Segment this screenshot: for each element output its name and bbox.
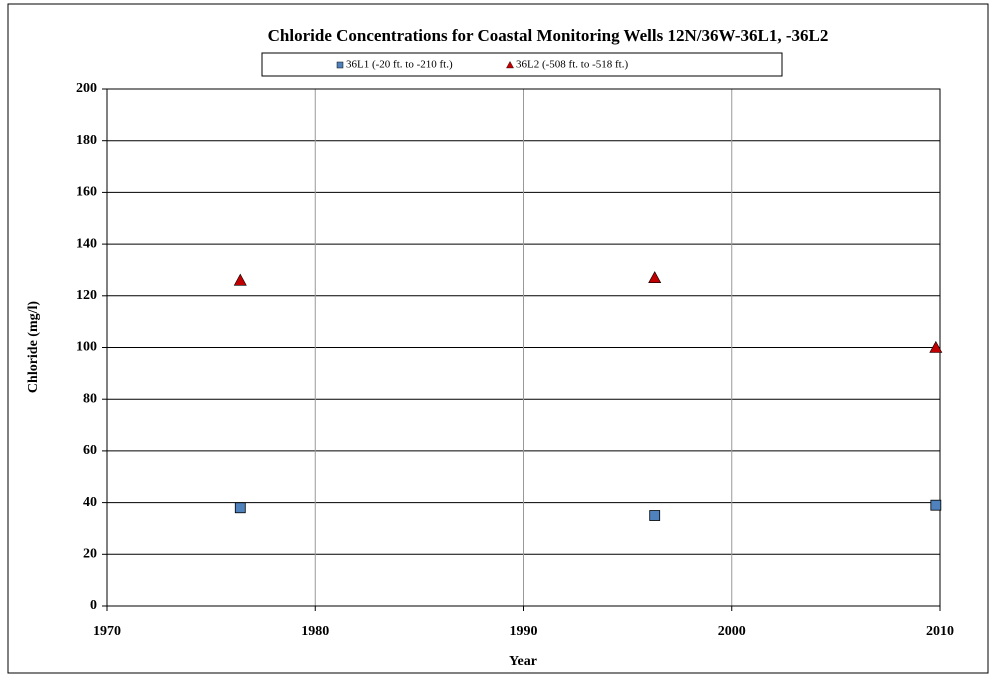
legend-marker bbox=[506, 61, 514, 69]
point bbox=[930, 499, 942, 511]
point bbox=[234, 502, 246, 514]
x-axis-label: Year bbox=[509, 654, 537, 669]
x-tick-label: 2000 bbox=[718, 624, 746, 639]
point bbox=[929, 340, 943, 353]
x-tick-label: 1980 bbox=[301, 624, 329, 639]
y-tick-label: 140 bbox=[76, 236, 97, 251]
y-tick-label: 40 bbox=[83, 495, 97, 510]
y-tick-label: 60 bbox=[83, 443, 97, 458]
x-tick-label: 1990 bbox=[510, 624, 538, 639]
y-tick-label: 20 bbox=[83, 547, 97, 562]
legend-box bbox=[261, 52, 783, 77]
y-tick-label: 80 bbox=[83, 391, 97, 406]
x-tick-label: 1970 bbox=[93, 624, 121, 639]
y-tick-label: 100 bbox=[76, 340, 97, 355]
x-tick-label: 2010 bbox=[926, 624, 954, 639]
y-tick-label: 160 bbox=[76, 185, 97, 200]
y-axis-label: Chloride (mg/l) bbox=[26, 301, 41, 393]
y-tick-label: 180 bbox=[76, 133, 97, 148]
legend-label: 36L2 (-508 ft. to -518 ft.) bbox=[516, 59, 628, 71]
y-tick-label: 0 bbox=[90, 598, 97, 613]
y-tick-label: 120 bbox=[76, 288, 97, 303]
y-tick-label: 200 bbox=[76, 81, 97, 96]
legend-marker bbox=[336, 61, 344, 69]
point bbox=[649, 510, 661, 521]
chart-title: Chloride Concentrations for Coastal Moni… bbox=[268, 26, 829, 45]
point bbox=[648, 271, 662, 284]
chart-border bbox=[7, 3, 989, 674]
point bbox=[233, 273, 247, 286]
plot-area bbox=[106, 88, 941, 607]
legend-label: 36L1 (-20 ft. to -210 ft.) bbox=[346, 59, 453, 71]
